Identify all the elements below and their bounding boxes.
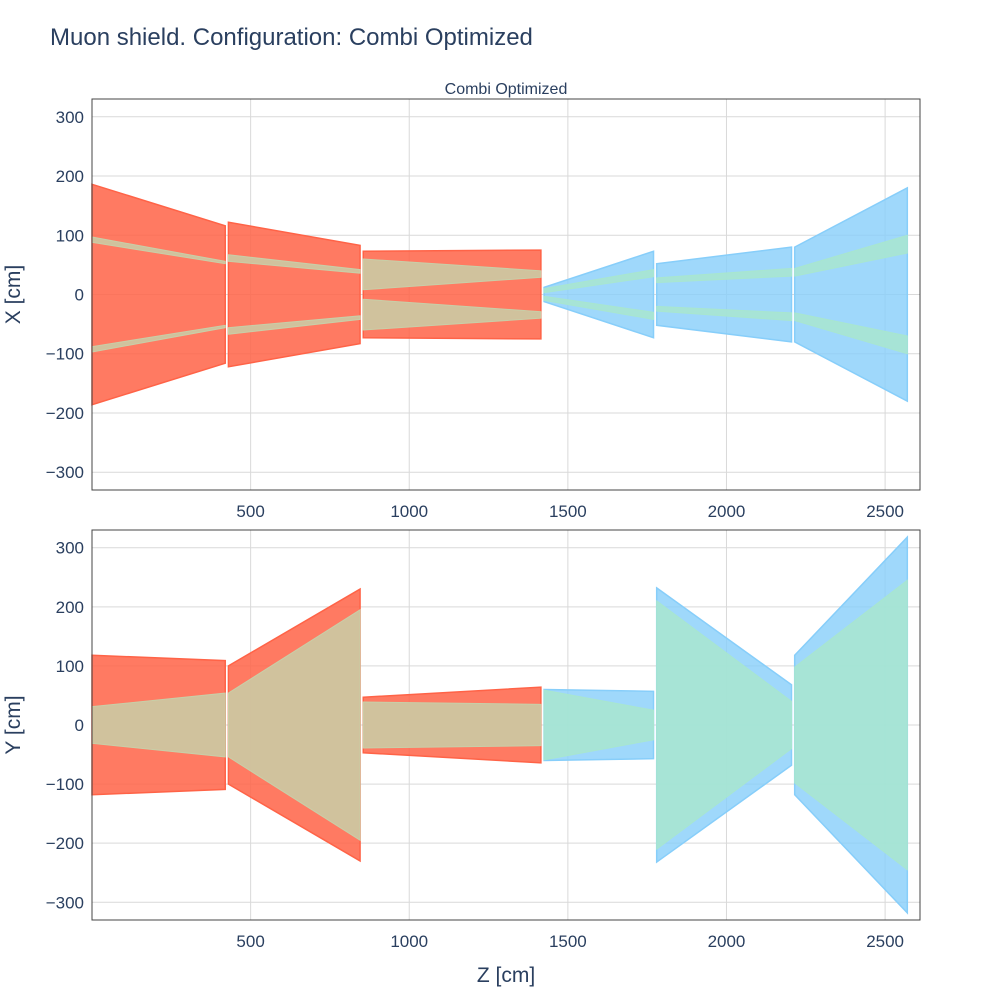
magnet-5-lower-gap [656,305,793,322]
subplot-title: Combi Optimized [445,81,568,98]
magnet-4-upper-gap [543,269,655,294]
x-tick-label: 2000 [708,502,746,521]
y-tick-label: 200 [56,598,84,617]
y-tick-label: 100 [56,226,84,245]
y-tick-label: −200 [46,404,84,423]
panel-2: 500 1000 1500 2000 25003002001000−100−200−30… [2,529,921,987]
magnet-2-gap [227,608,361,842]
x-tick-label: 1000 [390,932,428,951]
x-tick-label: 500 [236,932,264,951]
magnet-6-upper-gap [794,234,908,277]
magnet-2-red [227,221,361,368]
y-tick-label: 200 [56,167,84,186]
x-tick-label: 1500 [549,932,587,951]
x-tick-label: 2000 [708,932,746,951]
magnet-2-upper-gap [227,254,361,274]
x-axis-title: Z [cm] [477,964,535,987]
x-tick-label: 2500 [866,502,904,521]
magnet-5-gap [656,599,793,851]
y-tick-label: 0 [75,716,84,735]
page-title: Muon shield. Configuration: Combi Optimi… [50,24,533,51]
y-axis-title: Y [cm] [2,695,25,754]
panel-1: 500 1000 1500 2000 25003002001000−100−200−30… [2,81,921,521]
magnet-3-gap [362,701,542,749]
magnet-3-upper-gap [362,258,542,291]
magnet-1-red [91,183,226,406]
plot-frame [91,98,921,491]
magnet-3-lower-gap [362,298,542,331]
x-tick-label: 500 [236,502,264,521]
magnet-6-blue [793,186,909,403]
magnet-5-upper-gap [656,267,793,284]
magnet-4-gap [543,689,655,761]
magnet-6-lower-gap [794,312,908,355]
magnet-5-blue [655,246,793,343]
y-tick-label: 0 [75,286,84,305]
y-tick-label: −200 [46,834,84,853]
y-tick-label: −100 [46,345,84,364]
y-tick-label: −300 [46,893,84,912]
magnet-6-gap [794,579,908,871]
magnet-4-blue [543,250,655,339]
x-tick-label: 1500 [549,502,587,521]
magnet-2-lower-gap [227,315,361,335]
magnet-4-lower-gap [543,295,655,320]
y-tick-label: −300 [46,463,84,482]
y-tick-label: 100 [56,657,84,676]
x-tick-label: 1000 [390,502,428,521]
y-tick-label: 300 [56,539,84,558]
x-tick-label: 2500 [866,932,904,951]
y-axis-title: X [cm] [2,265,25,325]
plot-frame [91,529,921,921]
y-tick-label: −100 [46,775,84,794]
y-tick-label: 300 [56,108,84,127]
